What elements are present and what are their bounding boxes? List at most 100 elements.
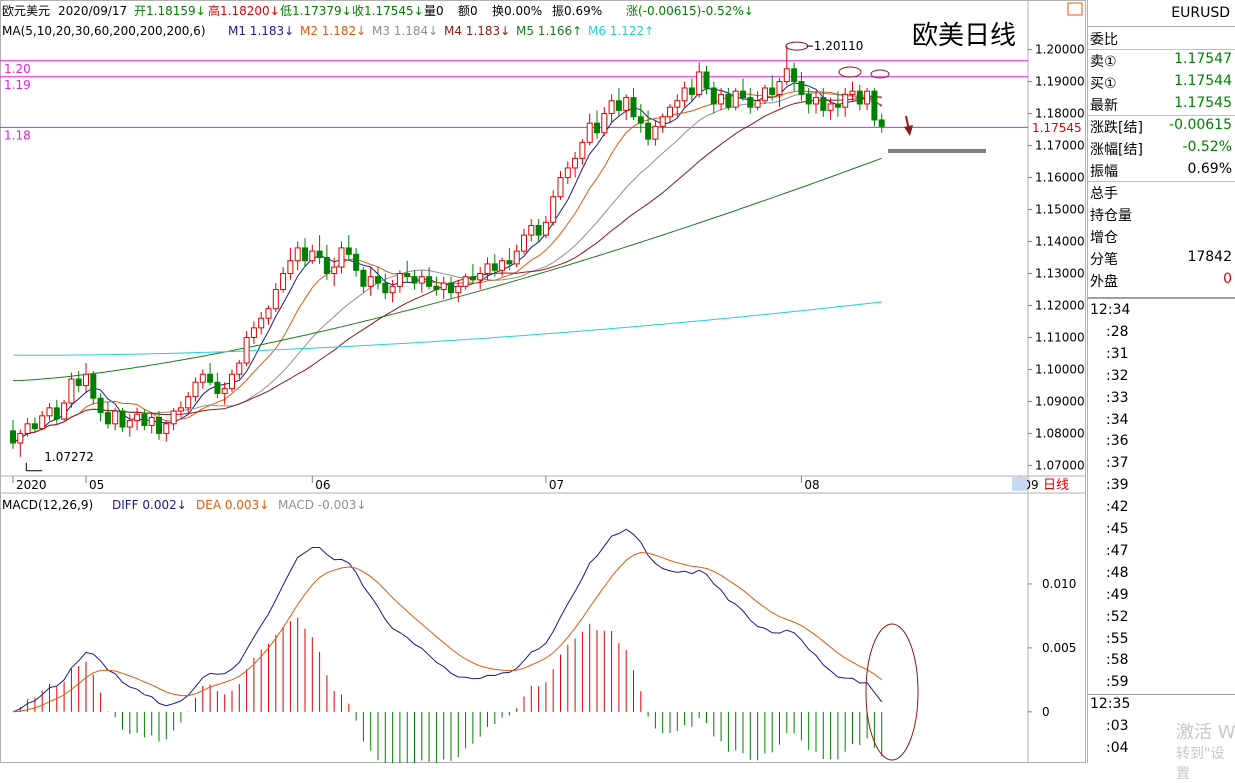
down-arrow-head	[904, 125, 913, 136]
candle-body	[864, 90, 871, 105]
candle-body	[813, 97, 819, 105]
price-axis-label: 1.13000	[1035, 266, 1085, 280]
candle-body	[411, 276, 418, 284]
annotation-ellipse	[838, 66, 862, 78]
candle-body	[214, 381, 221, 394]
high-label: 1.20110	[814, 39, 864, 53]
candle-body	[104, 412, 111, 425]
side-row: 委比	[1088, 27, 1235, 49]
side-row-key: 委比	[1090, 32, 1118, 48]
candle-body	[615, 100, 622, 111]
header-field: 振0.69%	[552, 4, 602, 18]
candle-body	[207, 373, 214, 383]
candle-body	[783, 68, 790, 83]
side-row-key: 涨幅[结]	[1090, 142, 1143, 158]
tick-row: :28	[1088, 323, 1235, 342]
candle-body	[192, 381, 199, 398]
candle-body	[46, 407, 53, 417]
tick-time: :33	[1106, 389, 1129, 406]
candle-body	[791, 68, 798, 83]
candle-body	[469, 276, 476, 281]
tick-time: :49	[1106, 586, 1129, 603]
candle-body	[608, 100, 615, 115]
candle-body	[83, 373, 89, 386]
side-row: 持仓量	[1088, 203, 1235, 225]
header-field: 欧元美元	[2, 4, 50, 18]
candle-body	[718, 93, 725, 105]
side-row-key: 最新	[1090, 98, 1118, 114]
candle-body	[637, 116, 644, 124]
candle-body	[141, 413, 148, 426]
x-axis-label: 09	[1023, 478, 1038, 492]
side-symbol: EURUSD	[1088, 0, 1235, 27]
side-row-key: 买①	[1090, 76, 1117, 92]
candle-body	[776, 81, 783, 95]
header-field: 低1.17379↓	[280, 4, 352, 18]
scroll-handle[interactable]	[1012, 477, 1027, 491]
candle-body	[323, 257, 330, 274]
candle-body	[119, 410, 126, 428]
side-row: 涨跌[结] -0.00615	[1088, 115, 1235, 137]
macd-diff-line	[12, 528, 883, 713]
side-row-key: 分笔	[1090, 252, 1118, 268]
ma-legend-item: M5 1.166↑	[516, 24, 582, 38]
settings-icon[interactable]	[1067, 2, 1083, 16]
period-label: 日线	[1043, 478, 1069, 493]
candle-body	[272, 288, 279, 310]
side-row-key: 卖①	[1090, 54, 1117, 70]
tick-divider	[1088, 694, 1235, 696]
candle-body	[90, 373, 97, 399]
ma-legend-item: M6 1.122↑	[588, 24, 654, 38]
candle-body	[506, 260, 513, 265]
ma-legend-item: M4 1.183↓	[444, 24, 510, 38]
x-axis-label: 06	[315, 478, 330, 492]
candle-body	[448, 282, 454, 294]
tick-row: :58	[1088, 651, 1235, 670]
candle-body	[696, 71, 703, 95]
tick-time: :45	[1106, 521, 1129, 537]
tick-row: :42	[1088, 498, 1235, 517]
side-row-key: 持仓量	[1090, 208, 1132, 224]
tick-time: :55	[1106, 630, 1129, 647]
watermark-line1: 激活 W	[1176, 722, 1235, 743]
level-label: 1.19	[4, 78, 31, 92]
candle-body	[623, 97, 630, 111]
tick-time: :03	[1106, 718, 1129, 735]
price-axis-label: 1.10000	[1035, 362, 1085, 376]
side-row-value: -0.52%	[1182, 139, 1232, 155]
candle-body	[754, 100, 761, 108]
ma-line-M5	[12, 157, 882, 382]
side-row: 分笔 17842	[1088, 247, 1235, 269]
price-axis-label: 1.11000	[1035, 330, 1085, 344]
candle-body	[740, 90, 746, 99]
kline-chart[interactable]: 欧元美元 2020/09/17 开1.18159↓ 高1.18200↓ 低1.17379…	[0, 0, 1086, 763]
candle-body	[535, 225, 542, 236]
candle-body	[316, 250, 323, 258]
candle-body	[601, 113, 608, 134]
candle-body	[462, 276, 469, 287]
candle-body	[126, 420, 133, 428]
candle-body	[491, 263, 498, 271]
tick-row: :59	[1088, 673, 1235, 692]
tick-row: :47	[1088, 542, 1235, 561]
candle-body	[674, 100, 681, 108]
ma-legend-item: M1 1.183↓	[228, 24, 294, 38]
header-field: 开1.18159↓	[134, 4, 206, 18]
candle-body	[338, 247, 345, 268]
x-axis-label: 07	[549, 478, 564, 492]
low-label: 1.07272	[44, 450, 94, 464]
side-row: 卖① 1.17547	[1088, 49, 1235, 71]
side-symbol-text: EURUSD	[1171, 5, 1230, 21]
candle-body	[112, 410, 119, 425]
tick-time: 12:35	[1090, 696, 1131, 713]
ma-legend-item: M2 1.182↓	[300, 24, 366, 38]
ma-legend-item: M3 1.184↓	[372, 24, 438, 38]
side-row: 振幅 0.69%	[1088, 159, 1235, 181]
price-axis-label: 1.15000	[1035, 203, 1085, 217]
tick-row: :03	[1088, 717, 1235, 736]
candle-body	[229, 373, 235, 390]
candle-body	[243, 336, 250, 364]
side-divider	[1088, 115, 1235, 116]
tick-row: :31	[1088, 345, 1235, 364]
side-row-value: 0	[1223, 271, 1232, 287]
